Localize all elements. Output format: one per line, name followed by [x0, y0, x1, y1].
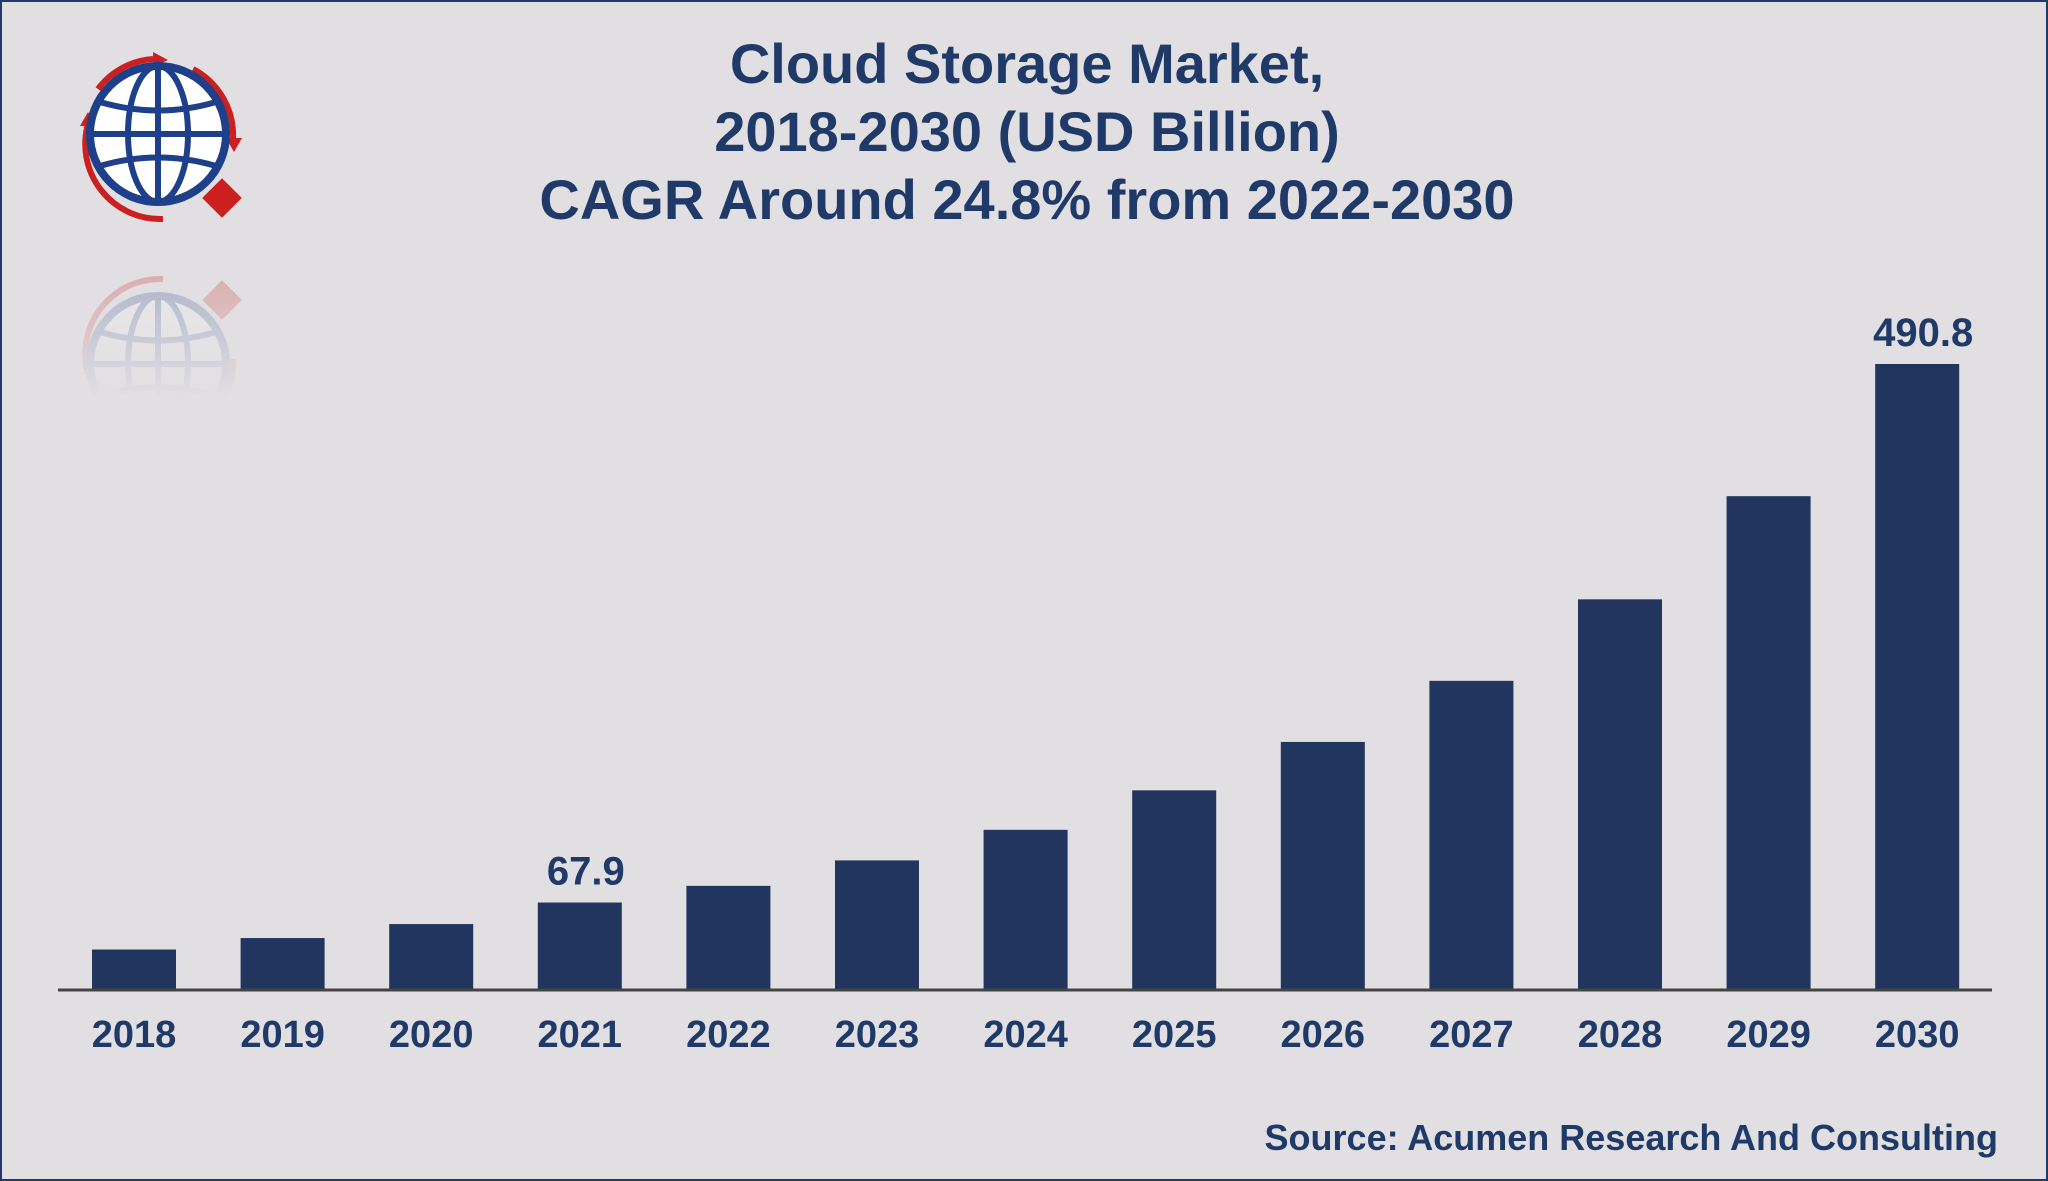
data-label-2030: 490.8: [1873, 311, 1973, 355]
x-tick-2025: 2025: [1132, 1014, 1217, 1056]
bar-2019: [240, 938, 325, 989]
x-tick-2030: 2030: [1875, 1014, 1960, 1056]
data-label-2021: 67.9: [547, 850, 625, 894]
globe-icon: [58, 34, 258, 234]
chart-title-line-1: Cloud Storage Market,: [729, 32, 1325, 95]
bar-2020: [389, 924, 474, 989]
x-tick-2022: 2022: [686, 1014, 771, 1056]
x-tick-2021: 2021: [538, 1014, 623, 1056]
bar-2026: [1280, 741, 1365, 989]
chart-title: Cloud Storage Market, 2018-2030 (USD Bil…: [382, 30, 1672, 234]
data-labels: 67.9 490.8: [547, 311, 1973, 894]
bar-2030: [1875, 364, 1960, 989]
bar-2025: [1132, 790, 1217, 989]
x-tick-2020: 2020: [389, 1014, 474, 1056]
chart-title-line-3: CAGR Around 24.8% from 2022-2030: [539, 168, 1515, 231]
x-tick-2023: 2023: [835, 1014, 920, 1056]
bar-2027: [1429, 680, 1514, 989]
x-tick-2029: 2029: [1726, 1014, 1811, 1056]
chart-title-line-2: 2018-2030 (USD Billion): [714, 100, 1340, 163]
x-tick-labels: 2018 2019 2020 2021 2022 2023 2024 2025 2026 2027…: [92, 1014, 1960, 1056]
bar-2024: [983, 829, 1068, 989]
source-note: Source: Acumen Research And Consulting: [1264, 1117, 1998, 1158]
bar-2028: [1578, 599, 1662, 989]
bar-2023: [835, 860, 919, 989]
bars-group: [92, 364, 1960, 989]
bar-2022: [686, 885, 771, 989]
x-tick-2026: 2026: [1281, 1014, 1366, 1056]
logo-reflection: [58, 264, 258, 404]
bar-2029: [1726, 496, 1811, 989]
bar-2018: [92, 949, 176, 989]
x-tick-2028: 2028: [1578, 1014, 1663, 1056]
bar-2021: [537, 902, 622, 989]
x-tick-2024: 2024: [983, 1014, 1068, 1056]
x-tick-2027: 2027: [1429, 1014, 1514, 1056]
x-tick-2019: 2019: [240, 1014, 325, 1056]
x-tick-2018: 2018: [92, 1014, 177, 1056]
